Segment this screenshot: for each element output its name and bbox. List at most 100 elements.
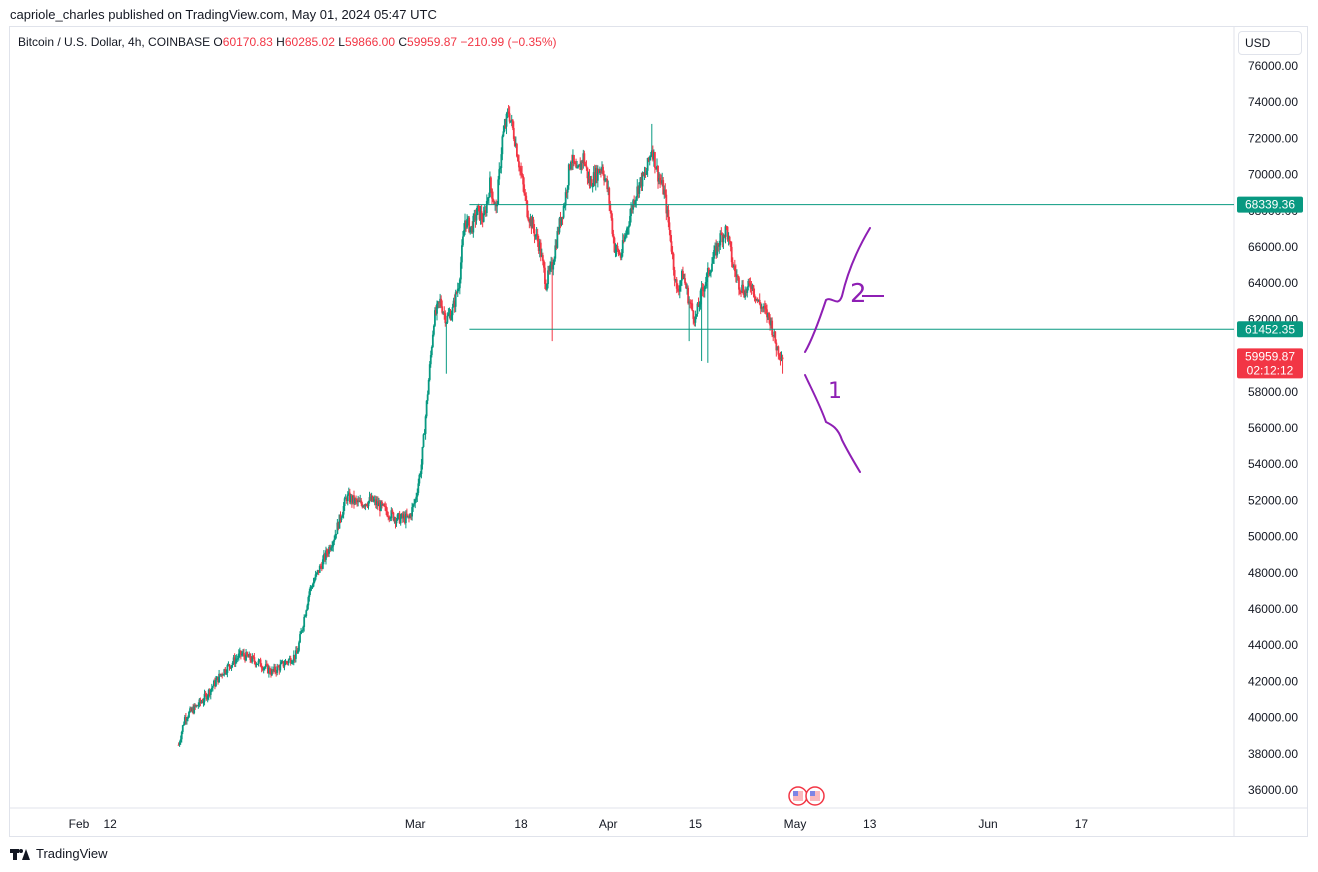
candle-body bbox=[723, 235, 726, 237]
candle-body bbox=[267, 668, 270, 674]
candle-body bbox=[516, 144, 518, 157]
candle-body bbox=[261, 668, 264, 670]
candle-body bbox=[612, 233, 615, 238]
candle-body bbox=[327, 553, 329, 555]
candle-body bbox=[725, 226, 728, 228]
candle-body bbox=[475, 214, 478, 221]
candle-body bbox=[379, 503, 381, 511]
candle-body bbox=[621, 239, 624, 254]
candle-body bbox=[630, 207, 632, 217]
candle-body bbox=[687, 287, 690, 304]
candle-body bbox=[427, 379, 430, 395]
candle-body bbox=[413, 503, 416, 505]
candle-body bbox=[640, 177, 643, 187]
candle-body bbox=[648, 156, 651, 161]
candle-body bbox=[367, 501, 370, 507]
candle-body bbox=[338, 514, 341, 529]
candle-body bbox=[426, 394, 429, 401]
candle-body bbox=[649, 155, 652, 157]
candle-body bbox=[767, 312, 769, 318]
candle-body bbox=[305, 610, 308, 617]
candle-body bbox=[190, 708, 192, 712]
candle-body bbox=[617, 249, 620, 255]
candle-body bbox=[474, 213, 477, 221]
candle-body bbox=[487, 197, 490, 199]
candle-body bbox=[320, 566, 323, 569]
candle-body bbox=[615, 245, 618, 250]
candle-body bbox=[233, 657, 236, 664]
candle-body bbox=[231, 662, 234, 666]
candle-body bbox=[428, 364, 431, 380]
candle-body bbox=[540, 255, 543, 257]
candle-body bbox=[352, 495, 354, 503]
candle-body bbox=[199, 699, 202, 703]
candle-body bbox=[177, 744, 180, 746]
candle-body bbox=[555, 245, 558, 248]
candle-body bbox=[596, 169, 599, 181]
candle-body bbox=[383, 504, 385, 507]
candle-body bbox=[756, 298, 759, 302]
candle-body bbox=[651, 150, 654, 160]
candle-body bbox=[553, 258, 556, 265]
candle-body bbox=[406, 513, 408, 517]
candle-body bbox=[315, 572, 318, 575]
candle-body bbox=[781, 357, 784, 360]
candle-body bbox=[740, 291, 742, 293]
candle-body bbox=[696, 303, 699, 314]
candle-body bbox=[757, 299, 760, 302]
candle-body bbox=[526, 200, 529, 218]
candle-body bbox=[518, 161, 520, 168]
candle-body bbox=[209, 689, 212, 695]
candle-body bbox=[287, 659, 290, 663]
candle-body bbox=[466, 218, 468, 228]
candle-body bbox=[622, 239, 625, 242]
candle-body bbox=[654, 152, 656, 168]
level-price-badge bbox=[1237, 321, 1303, 338]
candle-body bbox=[330, 547, 333, 551]
candle-body bbox=[719, 233, 722, 246]
candle-body bbox=[748, 280, 751, 284]
candle-body bbox=[592, 172, 595, 187]
candle-body bbox=[373, 499, 376, 501]
y-tick-label: 76000.00 bbox=[1248, 59, 1298, 73]
candle-body bbox=[539, 242, 542, 257]
candle-body bbox=[490, 177, 492, 189]
candle-body bbox=[675, 279, 678, 289]
candle-body bbox=[537, 241, 540, 251]
candle-body bbox=[510, 119, 513, 121]
candle-body bbox=[181, 725, 184, 732]
candle-body bbox=[445, 322, 448, 324]
candle-body bbox=[252, 655, 255, 658]
candle-body bbox=[673, 270, 676, 281]
candle-body bbox=[535, 233, 538, 236]
candle-body bbox=[436, 303, 438, 314]
candle-body bbox=[353, 495, 355, 504]
candle-body bbox=[412, 504, 415, 508]
candle-body bbox=[462, 236, 464, 246]
candle-body bbox=[733, 265, 736, 272]
annotation-label-1: 1 bbox=[828, 379, 842, 404]
candle-body bbox=[550, 262, 553, 266]
candle-body bbox=[683, 278, 685, 280]
candle-body bbox=[631, 207, 633, 210]
candle-body bbox=[499, 168, 502, 170]
candle-body bbox=[178, 742, 181, 745]
candle-body bbox=[707, 267, 710, 275]
candle-body bbox=[710, 271, 712, 273]
candle-body bbox=[336, 522, 339, 534]
candle-body bbox=[259, 659, 262, 667]
candle-body bbox=[702, 289, 705, 292]
candle-body bbox=[374, 499, 377, 506]
candle-body bbox=[316, 570, 319, 573]
candle-body bbox=[650, 150, 653, 156]
candle-body bbox=[548, 270, 550, 272]
candle-body bbox=[668, 222, 671, 231]
candle-body bbox=[732, 265, 735, 267]
currency-unit-button[interactable]: USD bbox=[1238, 31, 1302, 55]
candle-body bbox=[724, 226, 727, 237]
candle-body bbox=[419, 474, 422, 476]
candle-body bbox=[247, 655, 250, 658]
candle-body bbox=[760, 307, 763, 309]
candle-body bbox=[399, 517, 402, 524]
